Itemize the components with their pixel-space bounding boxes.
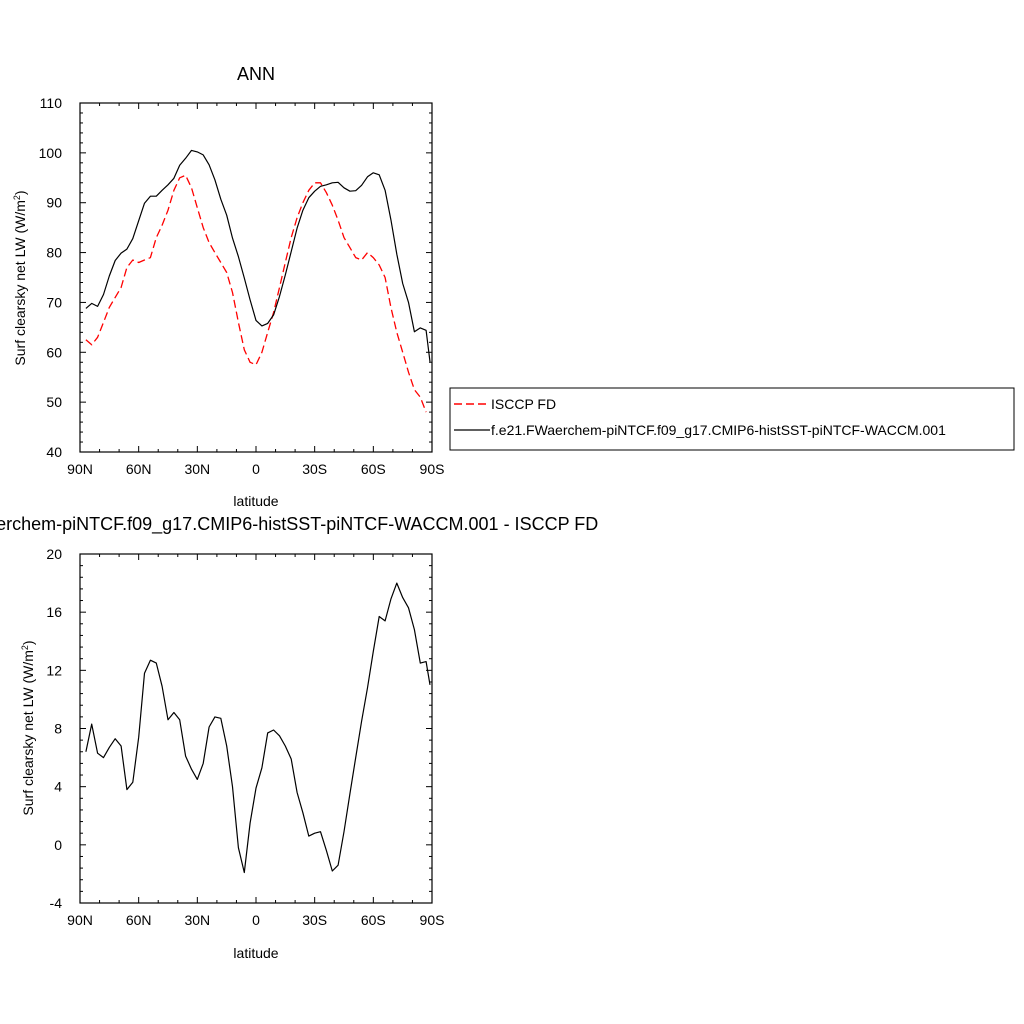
legend-box xyxy=(449,387,1015,451)
x-tick-label: 30N xyxy=(184,912,210,928)
x-tick-label: 0 xyxy=(252,912,260,928)
y-tick-label: 100 xyxy=(39,145,63,161)
annual-mean-panel: ANN 90N 60N 30N 0 30S 60S 90S 40 50 60 70 80 90 100 11… xyxy=(12,64,444,509)
x-tick-label: 0 xyxy=(252,461,260,477)
chart-title: f.e21.FWaerchem-piNTCF.f09_g17.CMIP6-his… xyxy=(0,514,598,535)
plot-frame xyxy=(79,102,433,453)
model-series-line xyxy=(85,149,431,362)
series-layer xyxy=(85,582,431,874)
y-tick-label: 8 xyxy=(54,721,62,737)
x-tick-label: 30N xyxy=(184,461,210,477)
y-tick-label: 50 xyxy=(46,394,62,410)
isccp-series-line xyxy=(85,174,427,413)
y-tick-label: 0 xyxy=(54,837,62,853)
x-axis-label: latitude xyxy=(233,945,278,961)
difference-panel: f.e21.FWaerchem-piNTCF.f09_g17.CMIP6-his… xyxy=(0,514,598,961)
difference-series-line xyxy=(85,582,431,874)
y-tick-label: 80 xyxy=(46,245,62,261)
x-tick-label: 60S xyxy=(361,912,386,928)
y-tick-label: 60 xyxy=(46,344,62,360)
axes-frame: 90N 60N 30N 0 30S 60S 90S -4 0 4 8 12 16 20 xyxy=(46,546,444,928)
chart-title: ANN xyxy=(237,64,275,84)
x-tick-label: 90S xyxy=(420,461,445,477)
x-axis-label: latitude xyxy=(233,493,278,509)
y-axis-label: Surf clearsky net LW (W/m2) xyxy=(20,640,36,815)
y-tick-label: 70 xyxy=(46,294,62,310)
y-axis-label-text: Surf clearsky net LW (W/m xyxy=(20,650,36,815)
y-tick-label: 20 xyxy=(46,546,62,562)
y-axis-label-close: ) xyxy=(20,640,36,645)
x-tick-label: 90S xyxy=(420,912,445,928)
legend-label-isccp: ISCCP FD xyxy=(491,396,556,412)
x-tick-label: 90N xyxy=(67,461,93,477)
y-tick-label: 110 xyxy=(40,95,63,111)
y-axis-label-superscript: 2 xyxy=(12,195,22,200)
axes-frame: 90N 60N 30N 0 30S 60S 90S 40 50 60 70 80 90 100 110 xyxy=(39,95,445,477)
y-axis-label-close: ) xyxy=(12,190,28,195)
x-tick-label: 60N xyxy=(126,461,152,477)
y-axis-label: Surf clearsky net LW (W/m2) xyxy=(12,190,28,365)
legend-label-model: f.e21.FWaerchem-piNTCF.f09_g17.CMIP6-his… xyxy=(491,422,946,438)
y-tick-label: 12 xyxy=(46,662,62,678)
plot-frame xyxy=(79,553,433,904)
y-tick-label: 4 xyxy=(54,779,62,795)
y-axis-label-superscript: 2 xyxy=(20,645,30,650)
x-tick-label: 60S xyxy=(361,461,386,477)
series-layer xyxy=(85,149,431,413)
x-tick-label: 30S xyxy=(302,461,327,477)
y-tick-label: -4 xyxy=(50,895,63,911)
y-tick-label: 40 xyxy=(46,444,62,460)
legend: ISCCP FD f.e21.FWaerchem-piNTCF.f09_g17.… xyxy=(449,387,1015,451)
x-tick-label: 60N xyxy=(126,912,152,928)
x-tick-label: 30S xyxy=(302,912,327,928)
x-tick-label: 90N xyxy=(67,912,93,928)
y-axis-label-text: Surf clearsky net LW (W/m xyxy=(12,200,28,365)
y-tick-label: 90 xyxy=(46,195,62,211)
y-tick-label: 16 xyxy=(46,604,62,620)
